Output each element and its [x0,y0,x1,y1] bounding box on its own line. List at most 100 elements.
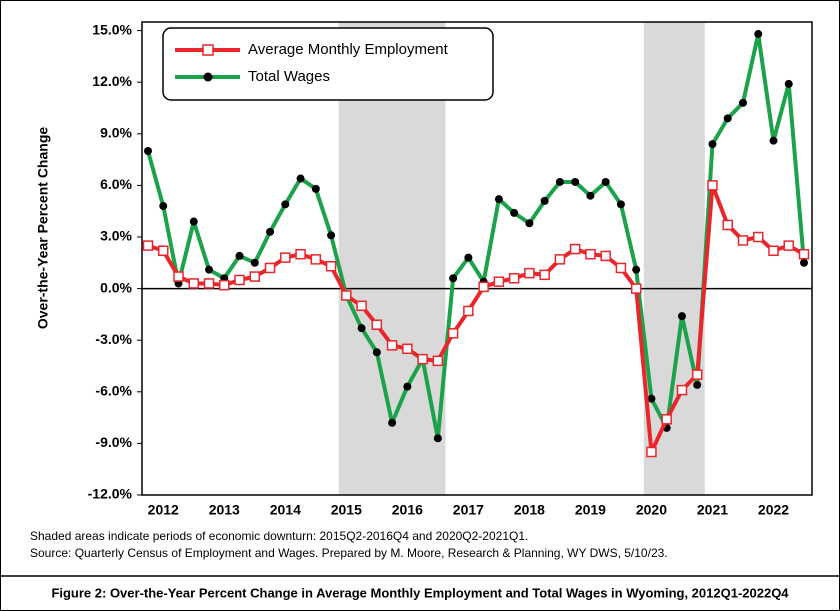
marker [142,240,154,251]
marker [722,219,733,231]
marker [280,252,291,263]
legend-box [162,27,494,101]
caption: Figure 2: Over-the-Year Percent Change i… [51,585,789,600]
y-tick-label: -6.0% [95,383,132,399]
marker [571,177,580,186]
marker [510,208,519,217]
note: Source: Quarterly Census of Employment a… [30,546,668,560]
y-tick-label: -9.0% [95,434,132,450]
marker [630,283,642,294]
x-tick-label: 2012 [148,502,179,518]
y-tick-label: 9.0% [100,125,132,141]
y-tick-label: -12.0% [88,486,133,502]
marker [417,353,428,365]
marker [738,98,747,107]
legend-marker [202,44,214,56]
marker [311,184,320,193]
marker [159,202,168,211]
marker [402,343,413,355]
marker [158,245,169,257]
marker [784,79,793,88]
y-tick-label: 6.0% [100,176,132,192]
marker [494,195,503,204]
marker [266,227,275,236]
marker [432,355,444,367]
marker [525,219,534,228]
marker [707,180,718,191]
y-tick-label: -3.0% [95,331,132,347]
marker [555,177,564,186]
marker [357,324,366,333]
note: Shaded areas indicate periods of economi… [30,529,528,543]
y-tick-label: 15.0% [92,21,132,37]
legend-label: Total Wages [248,68,330,85]
marker [616,200,625,209]
marker [539,269,550,281]
marker [647,394,656,403]
legend-label: Average Monthly Employment [248,41,449,58]
x-tick-label: 2020 [636,502,667,518]
marker [388,418,397,427]
marker [783,240,794,251]
x-tick-label: 2018 [514,502,545,518]
marker [433,434,442,443]
marker [754,30,763,39]
marker [723,114,732,123]
marker [768,245,779,257]
marker [235,251,244,260]
x-tick-label: 2016 [392,502,423,518]
plot-frame [141,21,813,496]
marker [188,278,200,289]
x-tick-label: 2017 [453,502,484,518]
marker [203,278,215,289]
marker [403,382,412,391]
marker [586,191,595,200]
marker [585,248,596,260]
marker [327,231,336,240]
marker [540,196,549,205]
marker [493,276,505,287]
marker [249,271,261,282]
legend-marker [203,72,213,82]
marker [234,274,245,286]
x-tick-label: 2014 [270,502,301,518]
marker [219,279,230,291]
marker [737,235,749,246]
marker [356,300,367,312]
y-tick-label: 12.0% [92,73,132,89]
marker [691,369,703,380]
marker [693,380,702,389]
marker [189,217,198,226]
marker [310,254,322,265]
marker [325,260,337,272]
marker [646,446,657,458]
marker [601,177,610,186]
marker [508,273,520,284]
y-axis-label: Over-the-Year Percent Change [35,127,51,330]
marker [798,248,810,260]
x-tick-label: 2015 [331,502,362,518]
marker [676,384,688,396]
marker [447,328,459,339]
marker [478,281,489,293]
x-tick-label: 2021 [697,502,728,518]
marker [449,274,458,283]
y-tick-label: 0.0% [100,279,132,295]
x-tick-label: 2019 [575,502,606,518]
marker [371,319,383,330]
x-tick-label: 2022 [758,502,789,518]
x-tick-label: 2013 [209,502,240,518]
marker [524,267,535,279]
marker [554,254,566,265]
shaded-period [643,22,705,495]
marker [264,262,276,274]
y-tick-label: 3.0% [100,228,132,244]
marker [661,414,672,425]
marker [296,174,305,183]
marker [600,250,611,262]
marker [372,348,381,357]
marker [632,265,641,274]
marker [144,147,152,155]
marker [615,262,627,274]
